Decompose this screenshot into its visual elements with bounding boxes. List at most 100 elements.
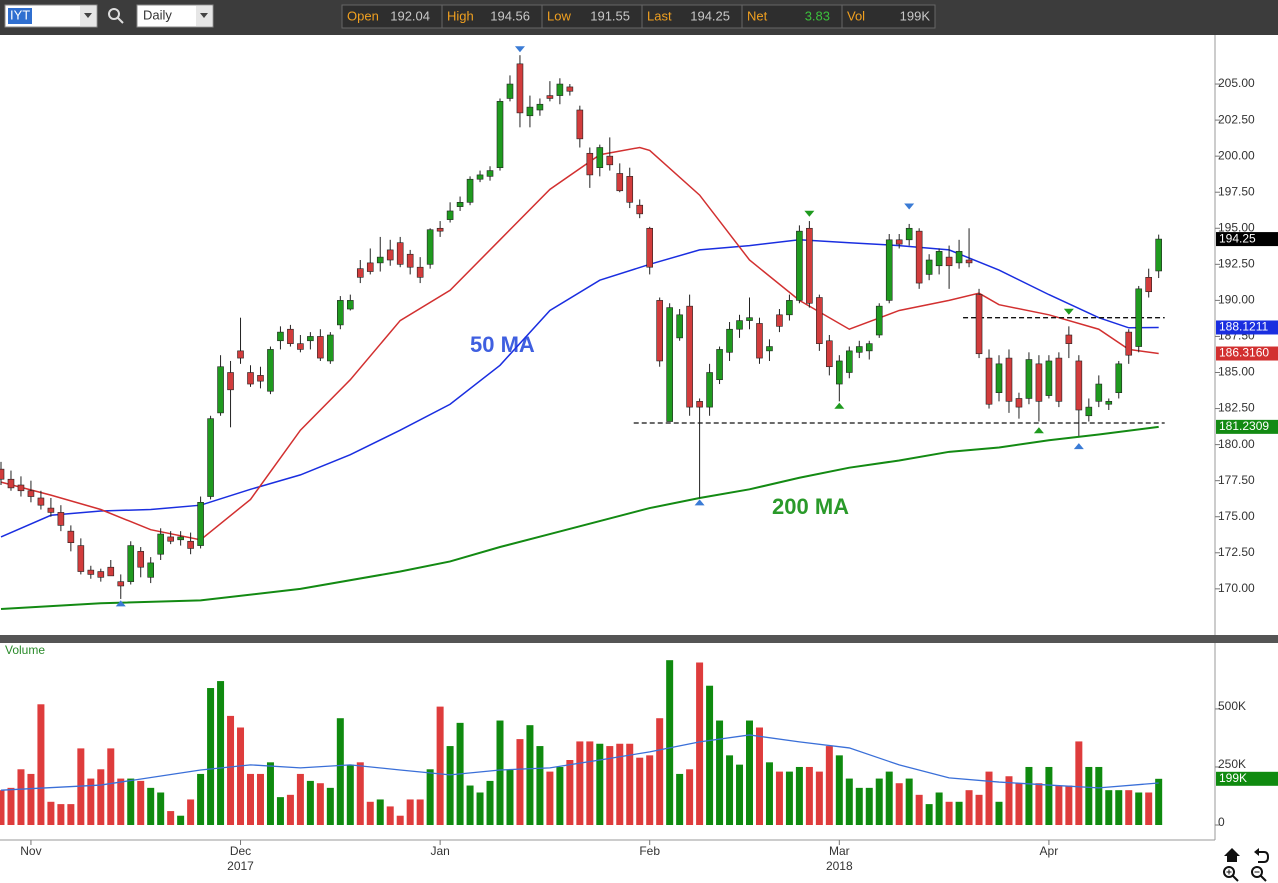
candle-body: [1005, 357, 1013, 402]
volume-bar: [336, 718, 344, 825]
volume-bar: [506, 769, 514, 825]
volume-bar: [985, 771, 993, 825]
quote-value: 194.56: [490, 8, 530, 23]
candle-body: [356, 268, 364, 278]
home-button[interactable]: [1224, 848, 1240, 862]
panel-separator: [0, 635, 1278, 643]
volume-bar: [1115, 790, 1123, 825]
volume-bar: [696, 662, 704, 825]
zoom-out-button[interactable]: [1251, 866, 1267, 882]
candle-body: [816, 297, 823, 344]
volume-bar: [276, 797, 284, 825]
quote-label: Open: [347, 8, 379, 23]
volume-bar: [436, 706, 444, 825]
candle-body: [17, 484, 25, 492]
candle-body: [396, 242, 404, 265]
volume-bar: [1025, 766, 1033, 825]
x-tick-label: Apr: [1040, 844, 1059, 858]
candle-body: [1085, 406, 1093, 417]
volume-bar: [127, 778, 135, 825]
candle-body: [476, 174, 484, 180]
volume-average: [0, 734, 1159, 791]
zoom-in-button[interactable]: [1223, 866, 1239, 882]
candle-body: [666, 307, 673, 422]
volume-bar: [955, 801, 963, 825]
value-badge-label: 199K: [1219, 771, 1247, 785]
candle-body: [646, 227, 654, 268]
candle-body: [157, 533, 164, 555]
pivot-marker: [1073, 443, 1084, 450]
candle-body: [386, 249, 394, 261]
candle-body: [985, 357, 993, 405]
candle-body: [875, 305, 883, 336]
candle-body: [885, 239, 893, 301]
candle-body: [606, 155, 614, 166]
y-tick-label: 185.00: [1218, 365, 1255, 379]
candle-body: [277, 331, 284, 342]
volume-bar: [466, 785, 474, 825]
candle-body: [1065, 334, 1073, 344]
volume-bar: [815, 771, 823, 825]
volume-bar: [736, 764, 744, 825]
candle-body: [656, 300, 663, 362]
symbol[interactable]: IYT: [10, 7, 30, 22]
volume-bar: [167, 811, 175, 825]
quote-value: 192.04: [390, 8, 430, 23]
interval-box[interactable]: [136, 4, 214, 28]
interval[interactable]: Daily: [143, 7, 172, 22]
candle-body: [636, 204, 644, 215]
candle-body: [47, 507, 55, 513]
candle-body: [486, 170, 494, 177]
volume-bar: [975, 794, 983, 825]
volume-bar: [426, 769, 434, 825]
candle-body: [426, 229, 434, 265]
candle-body: [716, 349, 723, 381]
candle-body: [865, 343, 873, 352]
candle-body: [776, 314, 783, 327]
candle-body: [706, 372, 713, 408]
volume-bar: [775, 771, 783, 825]
volume-bar: [237, 727, 245, 825]
volume-bar: [586, 741, 594, 825]
volume-bar: [207, 688, 215, 825]
pivot-marker: [115, 600, 126, 607]
volume-bar: [895, 783, 903, 825]
volume-bar: [855, 787, 863, 825]
candle-body: [7, 478, 15, 489]
candle-body: [925, 259, 933, 275]
value-badge: [1216, 232, 1278, 247]
annotation: 50 MA: [470, 332, 535, 357]
price-axis-bg: [1215, 35, 1278, 883]
volume-bar: [746, 720, 753, 825]
value-badge: [1216, 346, 1278, 361]
undo-button[interactable]: [1254, 848, 1270, 863]
candle-body: [307, 336, 314, 342]
volume-bar: [706, 685, 714, 825]
candle-body: [217, 366, 224, 414]
volume-bar: [286, 794, 294, 825]
candle-body: [1015, 398, 1023, 408]
year-label: 2018: [826, 859, 853, 873]
volume-bar: [356, 762, 364, 825]
volume-bar: [566, 760, 574, 825]
candle-body: [506, 83, 514, 99]
volume-bar: [666, 660, 674, 825]
x-tick-label: Feb: [639, 844, 660, 858]
candle-body: [616, 173, 624, 192]
candle-body: [965, 259, 973, 264]
value-badge: [1216, 771, 1278, 786]
y-tick-label: 180.00: [1218, 437, 1255, 451]
candle-body: [826, 340, 833, 368]
volume-bar: [965, 790, 973, 825]
candle-body: [1035, 363, 1043, 402]
volume-bar: [366, 801, 374, 825]
candle-body: [366, 262, 374, 272]
moving-average: [0, 425, 1159, 611]
volume-bar: [1075, 741, 1083, 825]
search-icon[interactable]: [108, 8, 124, 24]
volume-bar: [416, 799, 424, 825]
volume-bar: [316, 783, 324, 825]
candle-body: [87, 569, 95, 575]
candle-body: [935, 251, 943, 267]
candle-body: [117, 581, 125, 587]
